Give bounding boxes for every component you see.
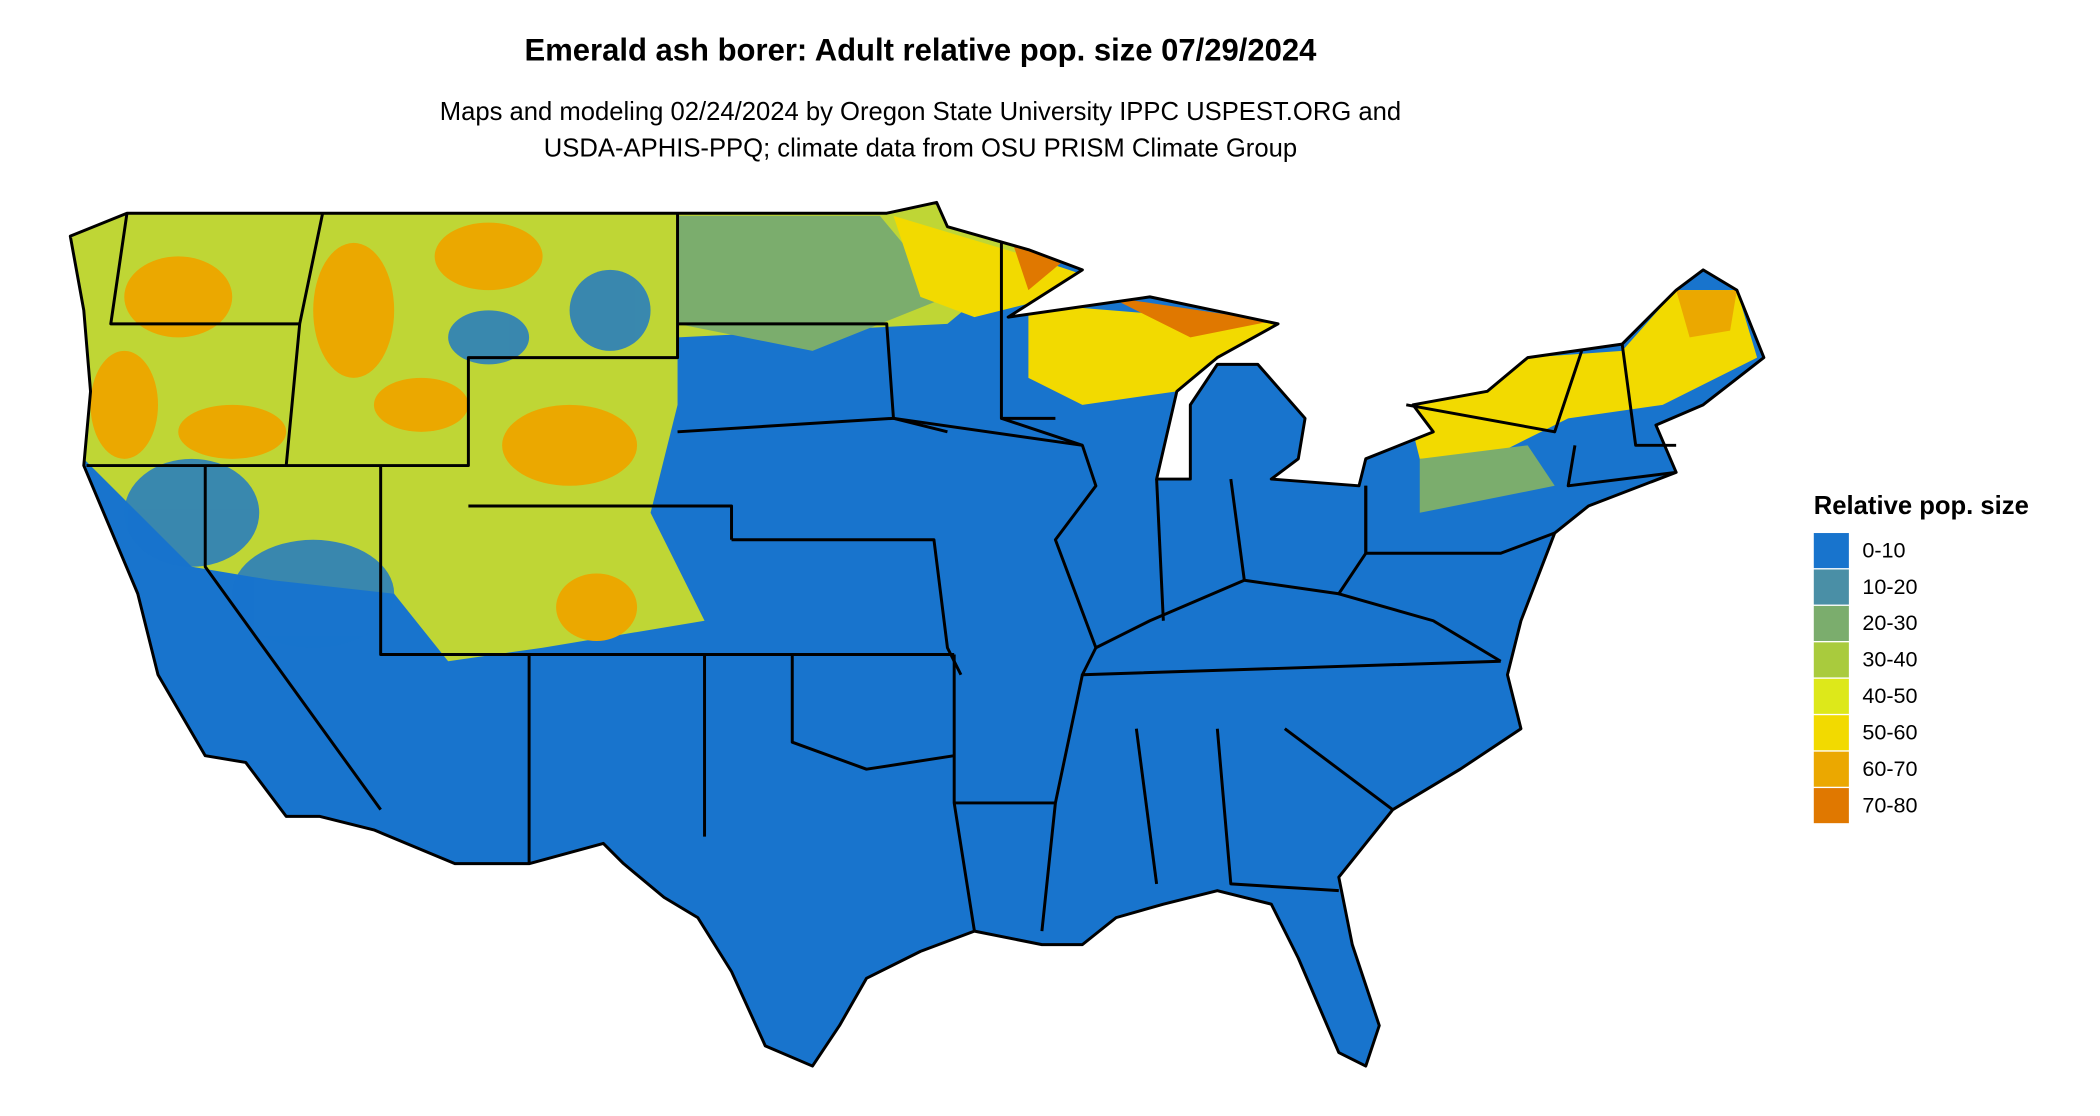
legend-swatch <box>1813 678 1849 714</box>
map-subtitle: Maps and modeling 02/24/2024 by Oregon S… <box>440 98 1401 126</box>
legend-swatch <box>1813 642 1849 678</box>
legend-swatch <box>1813 605 1849 641</box>
legend-swatch <box>1813 533 1849 569</box>
legend-swatch <box>1813 569 1849 605</box>
legend-swatch <box>1813 788 1849 824</box>
map-subtitle: USDA-APHIS-PPQ; climate data from OSU PR… <box>544 135 1297 163</box>
legend-label: 70-80 <box>1862 792 1917 817</box>
legend-label: 40-50 <box>1862 683 1917 708</box>
map-area <box>68 200 1766 1068</box>
legend-label: 50-60 <box>1862 720 1917 745</box>
legend-swatch <box>1813 751 1849 787</box>
legend: Relative pop. size 0-10 10-20 20-30 30-40 40… <box>1813 492 2029 824</box>
legend-label: 20-30 <box>1862 610 1917 635</box>
state-borders <box>68 200 1766 1068</box>
legend-label: 0-10 <box>1862 537 1905 562</box>
legend-title: Relative pop. size <box>1814 492 2029 520</box>
legend-label: 60-70 <box>1862 756 1917 781</box>
legend-label: 30-40 <box>1862 647 1917 672</box>
legend-label: 10-20 <box>1862 574 1917 599</box>
legend-swatch <box>1813 715 1849 751</box>
map-title: Emerald ash borer: Adult relative pop. s… <box>525 33 1318 68</box>
